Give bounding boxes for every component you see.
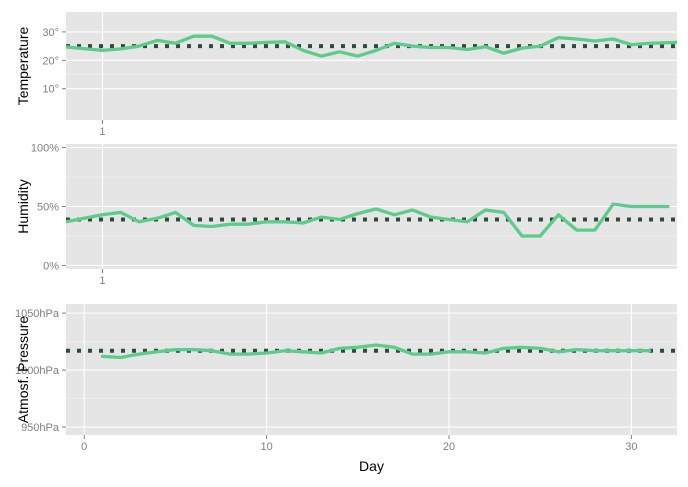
panel-2: 0% 50% 100% 1 Humidity: [15, 143, 677, 287]
panel-1: 10° 20° 30° 1 Temperature: [15, 12, 677, 138]
x-tick-label: 0: [81, 441, 87, 453]
y-axis-label: Humidity: [15, 179, 31, 233]
y-tick-label: 1000hPa: [15, 365, 60, 377]
series-line: [100, 343, 652, 360]
y-tick-label: 30°: [42, 27, 59, 39]
y-tick-label: 10°: [42, 84, 59, 96]
panel-plot-area: [66, 343, 677, 360]
x-tick-label: 30: [625, 441, 637, 453]
y-tick-label: 950hPa: [21, 422, 60, 434]
series-line: [66, 34, 677, 58]
x-tick-label: 1: [99, 275, 105, 287]
y-tick-label: 100%: [31, 143, 59, 155]
panel-background: [66, 12, 677, 120]
panel-plot-area: [66, 34, 677, 58]
y-axis-label: Atmosf. Pressure: [15, 316, 31, 424]
x-tick-label: 20: [443, 441, 455, 453]
y-tick-label: 50%: [37, 202, 59, 214]
panel-background: [66, 304, 677, 435]
y-tick-label: 0%: [43, 260, 59, 272]
panel-3: 950hPa 1000hPa 1050hPa 0 10 20 30 Atmosf. Press…: [15, 304, 677, 474]
panel-plot-area: [66, 202, 677, 238]
y-axis-label: Temperature: [15, 26, 31, 105]
y-tick-label: 20°: [42, 55, 59, 67]
x-axis-label: Day: [359, 458, 384, 474]
x-tick-label: 10: [261, 441, 273, 453]
y-tick-label: 1050hPa: [15, 308, 60, 320]
chart-layer: 10° 20° 30° 1 Temperature 0% 50% 100% 1 Humidity 9…: [15, 12, 677, 474]
x-tick-label: 1: [99, 126, 105, 138]
series-line: [66, 202, 670, 238]
